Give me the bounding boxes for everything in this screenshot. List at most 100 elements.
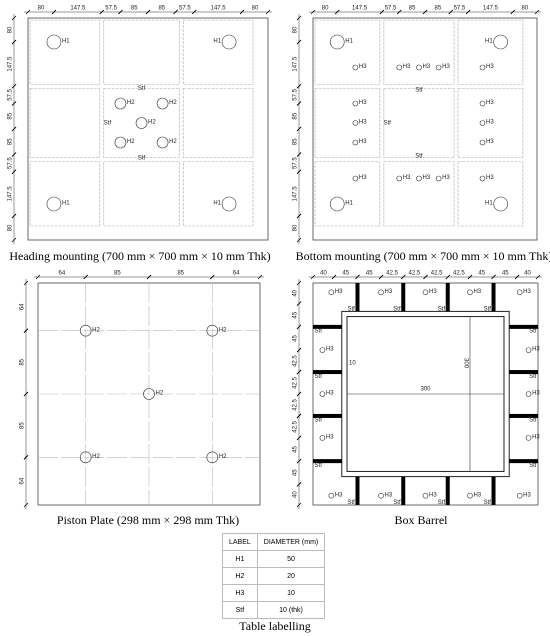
- hole: [221, 34, 237, 50]
- dimension: 57.5: [293, 88, 299, 100]
- hole: [516, 289, 523, 296]
- dim-tick: [35, 274, 41, 280]
- hole: [135, 117, 148, 129]
- hole: [525, 435, 532, 441]
- dim-tick: [11, 152, 17, 157]
- hole-label: H1: [345, 201, 353, 207]
- dimension: 45: [478, 271, 485, 277]
- dim-tick: [210, 274, 215, 280]
- dimension: 85: [8, 112, 14, 119]
- stiffener: [313, 324, 342, 329]
- dimension: 57.5: [293, 157, 299, 169]
- hole: [422, 492, 429, 499]
- wall-outer: [341, 310, 510, 478]
- stiffener-label: Stf: [315, 463, 323, 469]
- stiffener-label: Stf: [529, 418, 537, 424]
- dimension: 80: [293, 224, 299, 231]
- table-cell: 10 (thk): [256, 601, 326, 619]
- dim-tick: [467, 274, 473, 280]
- panel-cell: [457, 87, 524, 159]
- hole: [378, 492, 384, 499]
- dimension: 85: [293, 138, 299, 145]
- dim-tick: [296, 83, 302, 89]
- dimension: 40: [293, 289, 299, 296]
- hole: [416, 64, 422, 71]
- dimension: 42.5: [293, 398, 299, 410]
- dim-tick: [296, 39, 302, 45]
- hole: [206, 324, 219, 337]
- plate: [27, 17, 269, 241]
- dim-tick: [11, 83, 17, 89]
- panel-cell: [383, 87, 455, 159]
- hole-label: H3: [473, 289, 481, 295]
- dim-tick: [296, 369, 302, 375]
- dim-tick: [11, 237, 17, 243]
- stiffener-label: Stf: [383, 121, 391, 127]
- dim-tick: [296, 435, 302, 441]
- hole-label: H3: [429, 492, 437, 498]
- hole-label: H3: [326, 434, 334, 440]
- dimension: 85: [114, 271, 121, 277]
- table-cell: 50: [256, 550, 326, 568]
- hole-label: H3: [486, 175, 494, 181]
- stiffener-label: Stf: [348, 306, 356, 312]
- dim-tick: [535, 274, 541, 280]
- hole: [378, 289, 384, 296]
- hole-label: H3: [335, 492, 343, 498]
- dimension: 57.5: [8, 157, 14, 169]
- dim-tick: [491, 274, 496, 280]
- stiffener-label: Stf: [315, 418, 323, 424]
- hole-label: H3: [359, 175, 367, 181]
- dimension: 45: [366, 271, 373, 277]
- hole: [516, 492, 523, 499]
- dim-tick: [11, 39, 17, 45]
- dimension: 45: [293, 311, 299, 318]
- dim-tick: [83, 274, 88, 280]
- dim-tick: [11, 126, 17, 132]
- dimension: 85: [177, 271, 184, 277]
- dimension: 45: [342, 271, 349, 277]
- dimension: 40: [320, 271, 327, 277]
- stiffener-label: Stf: [348, 500, 356, 506]
- hole: [328, 492, 335, 499]
- hole: [114, 97, 127, 110]
- dimension: 64: [20, 303, 26, 310]
- hole-label: H3: [403, 175, 411, 181]
- hole: [329, 196, 345, 212]
- stiffener: [491, 283, 496, 312]
- dimension: 57.5: [454, 6, 466, 12]
- dimension: 85: [158, 6, 165, 12]
- hole-label: H2: [156, 391, 164, 397]
- hole: [114, 136, 127, 149]
- stiffener-label: Stf: [529, 374, 537, 380]
- dim-tick: [379, 9, 385, 15]
- dim-tick: [310, 9, 316, 15]
- hole-label: H3: [422, 64, 430, 70]
- dim-tick: [296, 237, 302, 243]
- hole: [525, 391, 532, 397]
- hole-label: H3: [532, 391, 540, 397]
- dim-tick: [331, 274, 337, 280]
- hole: [479, 139, 486, 146]
- hole: [319, 391, 326, 397]
- panel-cell: [29, 19, 101, 85]
- dimension: 40: [293, 491, 299, 498]
- hole-label: H3: [359, 120, 367, 126]
- hole-label: H2: [92, 454, 100, 460]
- hole-label: H2: [127, 139, 135, 145]
- hole-label: H2: [92, 327, 100, 333]
- stiffener: [313, 370, 342, 375]
- hole: [479, 175, 486, 182]
- dim-tick: [99, 9, 105, 15]
- dim-tick: [118, 9, 123, 15]
- dimension: 300: [462, 358, 468, 369]
- hole-label: H3: [359, 64, 367, 70]
- dimension: 147.5: [293, 56, 299, 72]
- hole-label: H2: [148, 120, 156, 126]
- dim-tick: [514, 274, 520, 280]
- hole-label: H1: [345, 39, 353, 45]
- dimension: 80: [293, 26, 299, 33]
- dim-tick: [445, 274, 451, 280]
- hole-label: H3: [429, 289, 437, 295]
